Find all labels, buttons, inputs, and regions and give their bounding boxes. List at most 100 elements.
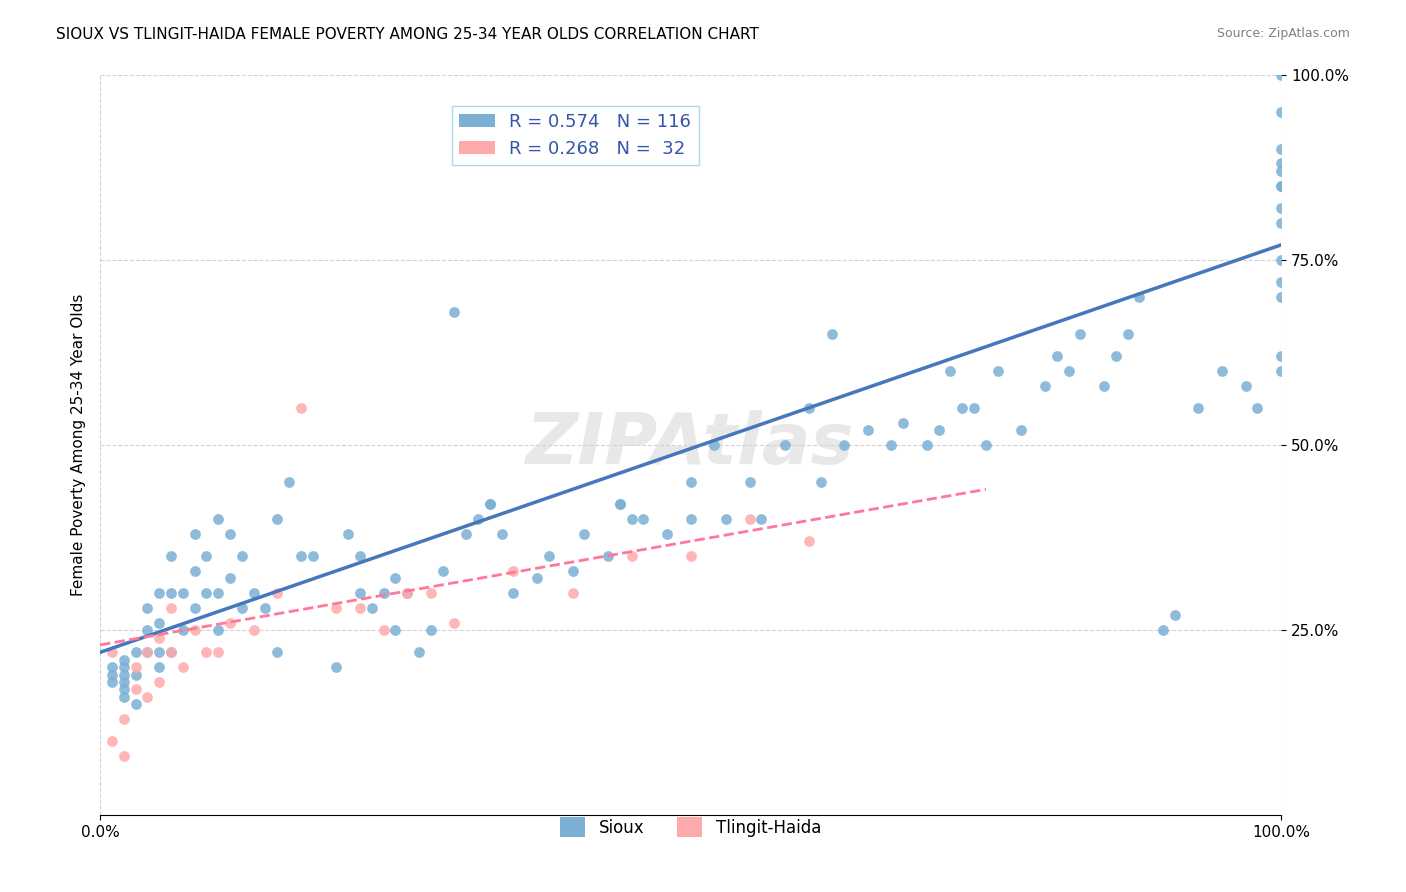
Point [1069,326,1091,341]
Point [219,571,242,585]
Point [1046,349,1069,363]
Point [301,549,323,563]
Point [124,697,146,711]
Point [112,682,135,697]
Point [195,549,218,563]
Point [290,549,312,563]
Legend: Sioux, Tlingit-Haida: Sioux, Tlingit-Haida [554,810,828,844]
Point [1105,349,1128,363]
Point [325,660,347,674]
Point [1246,401,1268,415]
Point [183,526,205,541]
Point [856,423,879,437]
Point [349,586,371,600]
Point [101,660,124,674]
Point [360,600,382,615]
Point [1092,378,1115,392]
Point [148,645,170,659]
Point [124,682,146,697]
Point [136,645,159,659]
Point [939,364,962,378]
Point [1270,216,1292,230]
Point [207,623,229,637]
Point [928,423,950,437]
Point [396,586,419,600]
Point [797,401,820,415]
Point [1270,142,1292,156]
Point [963,401,986,415]
Point [679,549,702,563]
Point [349,600,371,615]
Text: ZIPAtlas: ZIPAtlas [526,410,855,479]
Point [1270,156,1292,170]
Point [136,623,159,637]
Point [337,526,360,541]
Point [419,586,441,600]
Point [1270,252,1292,267]
Point [443,615,465,630]
Point [124,645,146,659]
Point [148,615,170,630]
Point [1057,364,1080,378]
Point [1116,326,1139,341]
Point [880,438,903,452]
Point [219,615,242,630]
Point [561,564,583,578]
Point [456,526,478,541]
Point [101,734,124,748]
Point [101,675,124,690]
Point [148,586,170,600]
Point [1270,164,1292,178]
Point [1152,623,1174,637]
Point [679,475,702,489]
Point [160,645,183,659]
Point [278,475,301,489]
Point [609,497,631,511]
Point [160,600,183,615]
Point [136,600,159,615]
Point [633,512,655,526]
Point [1164,608,1187,623]
Point [183,623,205,637]
Point [124,660,146,674]
Point [714,512,737,526]
Point [478,497,501,511]
Point [148,660,170,674]
Point [987,364,1010,378]
Point [1270,104,1292,119]
Point [290,401,312,415]
Point [172,623,194,637]
Point [160,645,183,659]
Point [526,571,548,585]
Point [1270,178,1292,193]
Point [419,623,441,637]
Point [1270,364,1292,378]
Point [1187,401,1209,415]
Point [620,512,643,526]
Point [112,660,135,674]
Point [679,512,702,526]
Point [950,401,973,415]
Point [231,549,253,563]
Point [183,600,205,615]
Point [373,623,395,637]
Point [703,438,725,452]
Point [620,549,643,563]
Point [160,586,183,600]
Point [561,586,583,600]
Point [112,690,135,704]
Point [148,631,170,645]
Point [148,675,170,690]
Point [266,645,288,659]
Point [1033,378,1056,392]
Point [443,304,465,318]
Point [384,623,406,637]
Text: Source: ZipAtlas.com: Source: ZipAtlas.com [1216,27,1350,40]
Point [219,526,242,541]
Point [1270,68,1292,82]
Point [751,512,773,526]
Point [574,526,596,541]
Point [1010,423,1032,437]
Point [502,586,524,600]
Point [207,645,229,659]
